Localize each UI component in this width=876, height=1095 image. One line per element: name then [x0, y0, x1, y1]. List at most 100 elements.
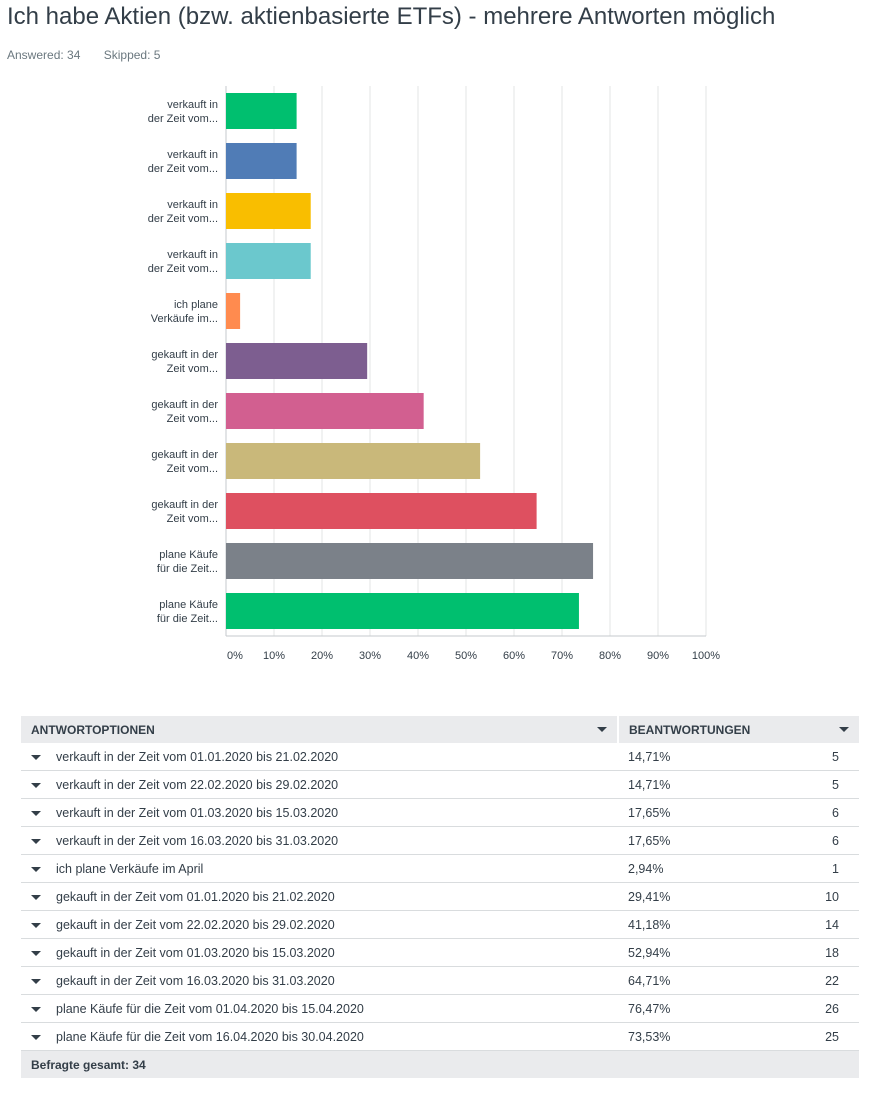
answer-option-cell[interactable]: verkauft in der Zeit vom 01.01.2020 bis …	[21, 743, 618, 771]
bar	[226, 393, 424, 429]
expand-chevron-down-icon[interactable]	[31, 950, 41, 956]
response-count: 5	[778, 743, 859, 771]
response-percent: 73,53%	[618, 1022, 778, 1051]
x-tick-label: 90%	[647, 650, 669, 662]
responses-header-label: BEANTWORTUNGEN	[629, 722, 751, 737]
x-tick-label: 60%	[503, 650, 525, 662]
answer-option-cell[interactable]: verkauft in der Zeit vom 22.02.2020 bis …	[21, 770, 618, 799]
answer-option-cell[interactable]: plane Käufe für die Zeit vom 16.04.2020 …	[21, 1022, 618, 1051]
answer-option-cell[interactable]: plane Käufe für die Zeit vom 01.04.2020 …	[21, 994, 618, 1023]
response-count: 6	[778, 798, 859, 827]
response-stats: Answered: 34 Skipped: 5	[7, 48, 180, 62]
skipped-count: Skipped: 5	[103, 48, 161, 62]
category-label: für die Zeit...	[157, 613, 218, 625]
answer-option-label: gekauft in der Zeit vom 01.03.2020 bis 1…	[56, 945, 335, 960]
expand-chevron-down-icon[interactable]	[31, 922, 41, 928]
response-percent: 41,18%	[618, 910, 778, 939]
expand-chevron-down-icon[interactable]	[31, 1006, 41, 1012]
category-label: gekauft in der	[151, 449, 218, 461]
category-label: Zeit vom...	[167, 463, 218, 475]
category-label: plane Käufe	[159, 599, 218, 611]
sort-chevron-down-icon[interactable]	[839, 727, 849, 732]
response-count: 5	[778, 770, 859, 799]
bar	[226, 243, 311, 279]
response-count: 25	[778, 1022, 859, 1051]
category-label: der Zeit vom...	[148, 113, 218, 125]
category-label: Zeit vom...	[167, 513, 218, 525]
answer-option-cell[interactable]: gekauft in der Zeit vom 01.03.2020 bis 1…	[21, 938, 618, 967]
bar	[226, 493, 537, 529]
expand-chevron-down-icon[interactable]	[31, 838, 41, 844]
category-label: gekauft in der	[151, 499, 218, 511]
answer-option-label: plane Käufe für die Zeit vom 01.04.2020 …	[56, 1001, 364, 1016]
category-label: verkauft in	[167, 99, 218, 111]
response-percent: 64,71%	[618, 966, 778, 995]
category-label: plane Käufe	[159, 549, 218, 561]
bar	[226, 543, 594, 579]
responses-column-header[interactable]: BEANTWORTUNGEN	[618, 716, 859, 743]
category-label: verkauft in	[167, 199, 218, 211]
table-row[interactable]: verkauft in der Zeit vom 01.03.2020 bis …	[21, 798, 859, 827]
answer-option-cell[interactable]: verkauft in der Zeit vom 16.03.2020 bis …	[21, 826, 618, 855]
table-row[interactable]: gekauft in der Zeit vom 01.01.2020 bis 2…	[21, 882, 859, 911]
response-count: 18	[778, 938, 859, 967]
table-row[interactable]: verkauft in der Zeit vom 01.01.2020 bis …	[21, 743, 859, 771]
x-tick-label: 70%	[551, 650, 573, 662]
response-percent: 76,47%	[618, 994, 778, 1023]
table-row[interactable]: ich plane Verkäufe im April 2,94% 1	[21, 854, 859, 883]
options-header-label: ANTWORTOPTIONEN	[31, 722, 155, 737]
response-percent: 29,41%	[618, 882, 778, 911]
answer-option-label: verkauft in der Zeit vom 22.02.2020 bis …	[56, 777, 339, 792]
x-tick-label: 30%	[359, 650, 381, 662]
table-row[interactable]: gekauft in der Zeit vom 01.03.2020 bis 1…	[21, 938, 859, 967]
table-row[interactable]: verkauft in der Zeit vom 22.02.2020 bis …	[21, 770, 859, 799]
answer-option-label: ich plane Verkäufe im April	[56, 861, 204, 876]
response-count: 1	[778, 854, 859, 883]
response-count: 6	[778, 826, 859, 855]
answer-option-label: gekauft in der Zeit vom 16.03.2020 bis 3…	[56, 973, 335, 988]
category-label: ich plane	[174, 299, 218, 311]
expand-chevron-down-icon[interactable]	[31, 978, 41, 984]
answer-option-label: verkauft in der Zeit vom 01.03.2020 bis …	[56, 805, 339, 820]
answer-option-cell[interactable]: verkauft in der Zeit vom 01.03.2020 bis …	[21, 798, 618, 827]
table-row[interactable]: plane Käufe für die Zeit vom 01.04.2020 …	[21, 994, 859, 1023]
expand-chevron-down-icon[interactable]	[31, 810, 41, 816]
response-percent: 14,71%	[618, 743, 778, 771]
response-percent: 14,71%	[618, 770, 778, 799]
response-percent: 17,65%	[618, 798, 778, 827]
question-title: Ich habe Aktien (bzw. aktienbasierte ETF…	[7, 3, 776, 30]
response-percent: 17,65%	[618, 826, 778, 855]
x-tick-label: 20%	[311, 650, 333, 662]
answer-option-cell[interactable]: gekauft in der Zeit vom 22.02.2020 bis 2…	[21, 910, 618, 939]
expand-chevron-down-icon[interactable]	[31, 754, 41, 760]
answered-count: Answered: 34	[7, 48, 81, 62]
table-row[interactable]: plane Käufe für die Zeit vom 16.04.2020 …	[21, 1022, 859, 1051]
answer-option-label: verkauft in der Zeit vom 01.01.2020 bis …	[56, 749, 339, 764]
category-label: Verkäufe im...	[151, 313, 218, 325]
response-percent: 52,94%	[618, 938, 778, 967]
table-body: verkauft in der Zeit vom 01.01.2020 bis …	[21, 743, 859, 1078]
answer-option-cell[interactable]: gekauft in der Zeit vom 01.01.2020 bis 2…	[21, 882, 618, 911]
category-label: der Zeit vom...	[148, 263, 218, 275]
sort-chevron-down-icon[interactable]	[597, 727, 607, 732]
response-count: 26	[778, 994, 859, 1023]
expand-chevron-down-icon[interactable]	[31, 782, 41, 788]
bar	[226, 343, 368, 379]
expand-chevron-down-icon[interactable]	[31, 866, 41, 872]
answer-option-cell[interactable]: ich plane Verkäufe im April	[21, 854, 618, 883]
total-row: Befragte gesamt: 34	[21, 1050, 859, 1078]
category-label: Zeit vom...	[167, 363, 218, 375]
table-row[interactable]: gekauft in der Zeit vom 22.02.2020 bis 2…	[21, 910, 859, 939]
table-row[interactable]: verkauft in der Zeit vom 16.03.2020 bis …	[21, 826, 859, 855]
category-label: gekauft in der	[151, 399, 218, 411]
expand-chevron-down-icon[interactable]	[31, 1034, 41, 1040]
table-row[interactable]: gekauft in der Zeit vom 16.03.2020 bis 3…	[21, 966, 859, 995]
expand-chevron-down-icon[interactable]	[31, 894, 41, 900]
options-column-header[interactable]: ANTWORTOPTIONEN	[21, 716, 619, 743]
answer-option-label: plane Käufe für die Zeit vom 16.04.2020 …	[56, 1029, 364, 1044]
answer-option-cell[interactable]: gekauft in der Zeit vom 16.03.2020 bis 3…	[21, 966, 618, 995]
category-label: für die Zeit...	[157, 563, 218, 575]
bar	[226, 93, 297, 129]
bar-chart: 0% 10% 20% 30% 40% 50% 60% 70% 80% 90% 100% verkauf…	[148, 86, 720, 662]
category-label: verkauft in	[167, 149, 218, 161]
